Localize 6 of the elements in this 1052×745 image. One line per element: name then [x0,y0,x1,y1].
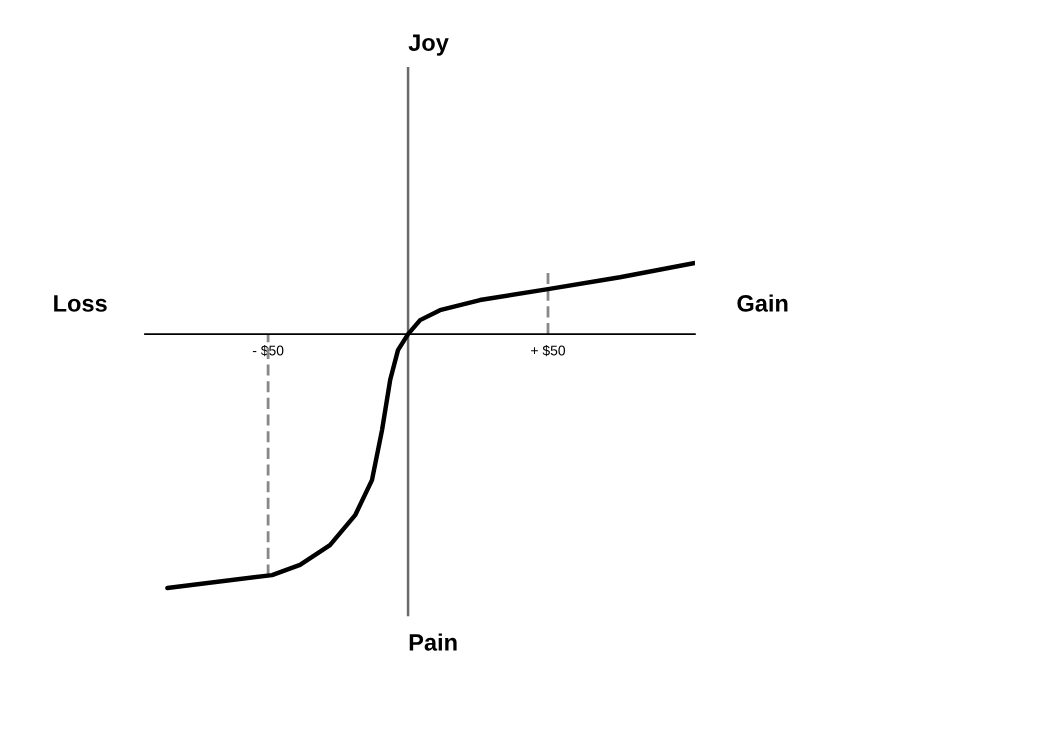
text: Gain [737,294,788,312]
text: Pain [409,633,457,651]
text: Loss [54,295,107,312]
text: Joy [408,34,449,56]
x-tick-label: + $50 [531,344,566,357]
x-tick-label: - $50 [252,344,284,357]
